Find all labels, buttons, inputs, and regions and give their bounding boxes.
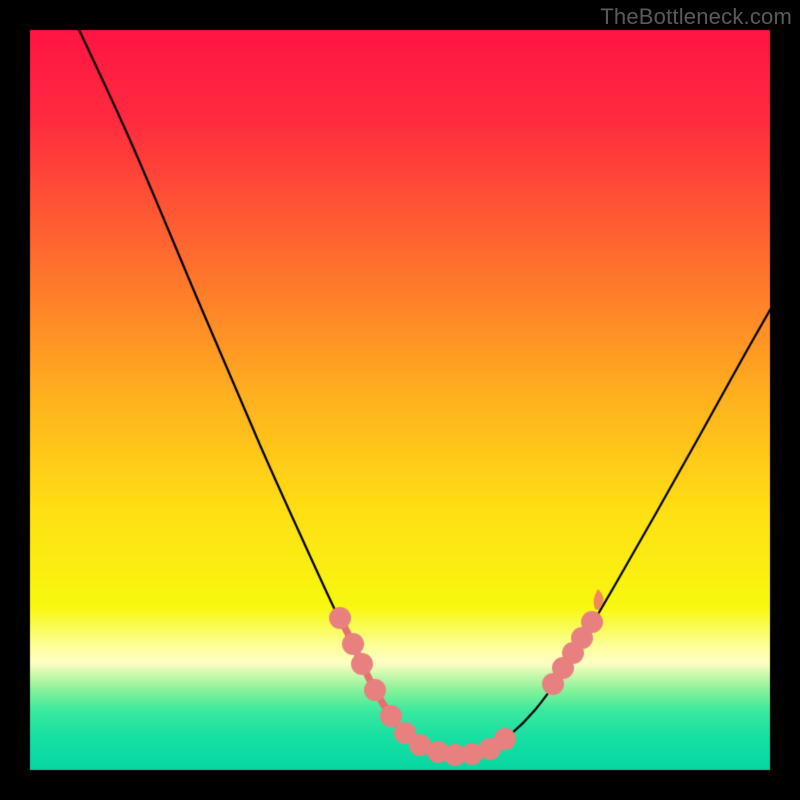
chart-canvas: [0, 0, 800, 800]
chart-stage: TheBottleneck.com: [0, 0, 800, 800]
